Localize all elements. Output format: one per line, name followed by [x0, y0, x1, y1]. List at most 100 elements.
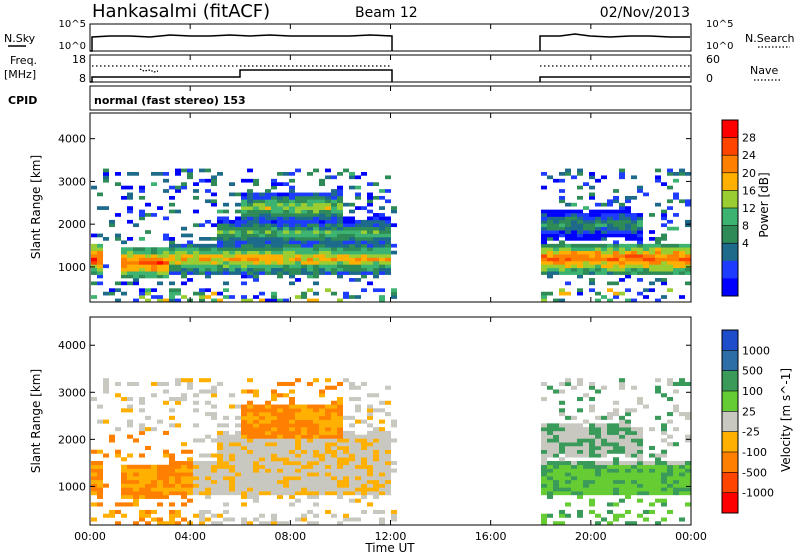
power-cell: [679, 267, 685, 272]
velocity-cell: [655, 479, 661, 484]
power-cell: [193, 250, 199, 255]
power-cell: [643, 247, 649, 251]
velocity-cell: [223, 468, 229, 473]
velocity-cell: [571, 476, 577, 481]
power-cell: [331, 247, 337, 251]
power-cell: [313, 199, 319, 204]
velocity-cell: [145, 415, 151, 420]
velocity-cell: [217, 479, 223, 484]
velocity-cell: [577, 494, 583, 499]
power-cell: [343, 254, 349, 258]
velocity-cell: [583, 464, 589, 469]
velocity-cell: [103, 385, 109, 390]
velocity-cell: [619, 445, 625, 451]
power-cell: [277, 226, 283, 231]
velocity-cell: [319, 483, 325, 488]
power-cell: [601, 264, 607, 269]
power-cell: [625, 243, 631, 248]
velocity-cell: [283, 381, 289, 387]
velocity-cell: [319, 476, 325, 481]
velocity-cell: [613, 464, 619, 469]
velocity-cell: [217, 381, 223, 387]
velocity-cell: [199, 483, 205, 488]
power-cell: [307, 243, 313, 248]
power-cell: [259, 264, 265, 269]
power-cell: [379, 223, 385, 228]
velocity-cell: [679, 412, 685, 417]
power-cell: [331, 192, 337, 197]
velocity-cell: [169, 517, 175, 522]
power-cell: [253, 264, 259, 269]
power-cell: [613, 243, 619, 248]
velocity-cell: [265, 479, 271, 484]
velocity-cell: [349, 449, 355, 454]
power-cell: [133, 274, 139, 279]
velocity-cell: [277, 483, 283, 488]
power-cell: [349, 243, 355, 248]
power-cell: [283, 233, 289, 238]
velocity-cell: [265, 438, 271, 443]
power-cell: [307, 240, 313, 245]
velocity-cell: [265, 419, 271, 424]
power-cell: [175, 288, 181, 293]
power-cell: [583, 254, 589, 258]
velocity-cell: [577, 438, 583, 443]
power-cell: [283, 264, 289, 269]
velocity-cell: [235, 423, 241, 428]
velocity-cell: [271, 408, 277, 413]
velocity-cell: [271, 491, 277, 496]
velocity-cell: [295, 442, 301, 447]
velocity-cell: [259, 461, 265, 466]
velocity-cell: [649, 427, 655, 432]
velocity-cell: [349, 483, 355, 488]
velocity-cell: [247, 453, 253, 458]
colorbar-cell: [722, 330, 738, 351]
power-cell: [637, 257, 643, 262]
power-cell: [91, 250, 97, 255]
power-cell: [301, 243, 307, 248]
power-cell: [247, 233, 253, 238]
velocity-cell: [259, 427, 265, 432]
velocity-cell: [259, 438, 265, 443]
power-cell: [187, 278, 193, 282]
power-cell: [217, 298, 223, 302]
velocity-cell: [121, 408, 127, 413]
power-cell: [547, 271, 553, 275]
power-cell: [571, 230, 577, 234]
power-cell: [631, 247, 637, 251]
velocity-cell: [127, 487, 133, 492]
power-cell: [661, 271, 667, 275]
velocity-cell: [349, 423, 355, 428]
velocity-cell: [337, 487, 343, 492]
velocity-cell: [613, 434, 619, 439]
velocity-cell: [175, 381, 181, 387]
power-cell: [373, 254, 379, 258]
power-cell: [217, 226, 223, 231]
power-cell: [151, 257, 157, 262]
power-cell: [625, 250, 631, 255]
velocity-cell: [667, 378, 673, 383]
velocity-cell: [601, 438, 607, 443]
power-cell: [175, 291, 181, 296]
velocity-cell: [229, 483, 235, 488]
power-cell: [169, 264, 175, 269]
power-cell: [649, 247, 655, 251]
velocity-cell: [355, 487, 361, 492]
velocity-cell: [235, 472, 241, 477]
velocity-cell: [211, 389, 217, 394]
velocity-cell: [313, 502, 319, 507]
velocity-cell: [355, 453, 361, 458]
velocity-cell: [613, 408, 619, 413]
power-cell: [271, 298, 277, 302]
velocity-cell: [613, 412, 619, 417]
power-cell: [643, 264, 649, 269]
velocity-cell: [619, 415, 625, 420]
power-cell: [175, 254, 181, 258]
power-cell: [265, 230, 271, 234]
power-cell: [313, 209, 319, 214]
velocity-cell: [607, 487, 613, 492]
velocity-cell: [265, 404, 271, 409]
power-cell: [265, 240, 271, 245]
velocity-cell: [271, 445, 277, 451]
velocity-cell: [385, 445, 391, 451]
